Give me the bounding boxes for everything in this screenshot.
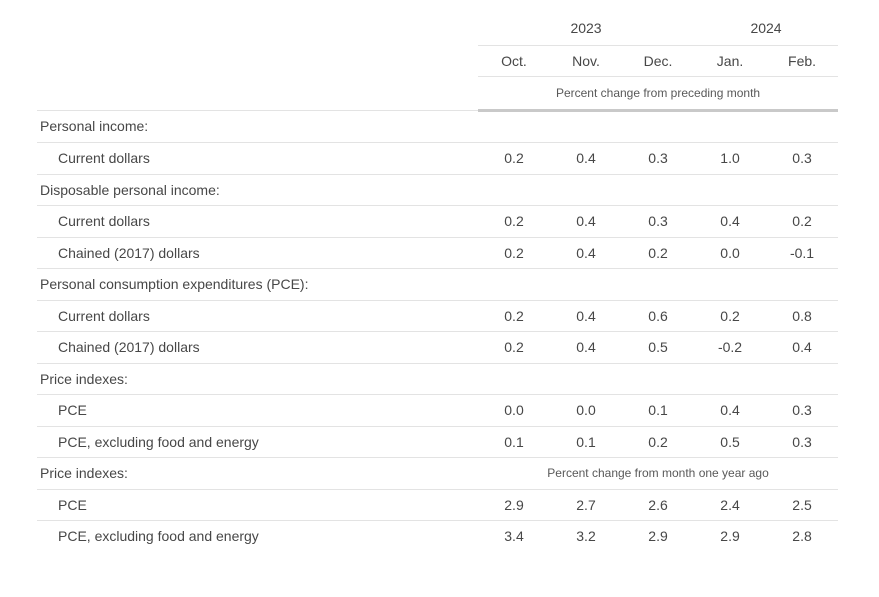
value-cell: 0.0 [694,236,767,269]
value-cell: 2.6 [622,488,695,521]
year-header-2023: 2023 [478,12,695,46]
data-row: Current dollars 0.2 0.4 0.3 1.0 0.3 [37,142,839,174]
value-cell: 0.0 [478,394,550,426]
value-cell: 0.0 [550,394,622,426]
data-row: PCE, excluding food and energy 3.4 3.2 2.9 2… [37,520,839,552]
pce-income-table: 2023 2024 Oct. Nov. Dec. Jan. Feb. Perce… [37,12,839,552]
value-cell: 0.3 [622,142,695,174]
table-header: 2023 2024 Oct. Nov. Dec. Jan. Feb. Perce… [37,12,839,112]
value-cell: 0.3 [766,394,839,426]
value-cell: 0.2 [478,205,550,237]
unit-note-row: Percent change from preceding month [37,76,839,112]
value-cell: 3.2 [550,520,622,552]
section-row: Personal income: [37,109,839,143]
month-header-row: Oct. Nov. Dec. Jan. Feb. [37,45,839,77]
value-cell: 0.4 [550,331,622,363]
section-label: Personal income: [37,109,478,143]
empty-corner-cell [37,12,478,45]
empty-cell [478,362,839,395]
row-label: Current dollars [37,299,478,332]
section-row: Personal consumption expenditures (PCE): [37,268,839,300]
value-cell: 0.1 [550,425,622,458]
data-row: Chained (2017) dollars 0.2 0.4 0.5 -0.2 0.4 [37,331,839,363]
value-cell: 0.2 [478,331,550,363]
month-header-jan: Jan. [694,45,767,77]
value-cell: 0.4 [550,205,622,237]
data-row: PCE, excluding food and energy 0.1 0.1 0.2 0… [37,425,839,458]
value-cell: 0.4 [550,142,622,174]
section-row: Disposable personal income: [37,173,839,206]
section-row: Price indexes: Percent change from month … [37,457,839,489]
value-cell: 0.2 [478,142,550,174]
empty-cell [478,268,839,300]
section-row: Price indexes: [37,362,839,395]
table-body: Personal income: Current dollars 0.2 0.4 0.3… [37,109,839,552]
value-cell: 0.4 [550,299,622,332]
value-cell: 0.5 [694,425,767,458]
value-cell: 3.4 [478,520,550,552]
month-header-dec: Dec. [622,45,695,77]
value-cell: 2.9 [694,520,767,552]
value-cell: 1.0 [694,142,767,174]
section-label: Disposable personal income: [37,173,478,206]
value-cell: 0.1 [478,425,550,458]
section-label: Personal consumption expenditures (PCE): [37,268,478,300]
row-label: Current dollars [37,205,478,237]
value-cell: 2.9 [622,520,695,552]
value-cell: -0.1 [766,236,839,269]
value-cell: 0.2 [622,236,695,269]
value-cell: 0.1 [622,394,695,426]
value-cell: 0.2 [694,299,767,332]
data-row: PCE 0.0 0.0 0.1 0.4 0.3 [37,394,839,426]
value-cell: 0.5 [622,331,695,363]
data-row: PCE 2.9 2.7 2.6 2.4 2.5 [37,488,839,521]
row-label: PCE, excluding food and energy [37,520,478,552]
row-label: Current dollars [37,142,478,174]
value-cell: 0.2 [478,236,550,269]
month-header-feb: Feb. [766,45,839,77]
row-label: PCE [37,394,478,426]
unit-note: Percent change from preceding month [478,76,839,112]
value-cell: 2.9 [478,488,550,521]
value-cell: 0.4 [550,236,622,269]
value-cell: 0.8 [766,299,839,332]
value-cell: 0.4 [694,394,767,426]
value-cell: 2.7 [550,488,622,521]
value-cell: -0.2 [694,331,767,363]
value-cell: 0.4 [766,331,839,363]
row-label: Chained (2017) dollars [37,331,478,363]
data-row: Current dollars 0.2 0.4 0.6 0.2 0.8 [37,299,839,332]
value-cell: 0.2 [766,205,839,237]
data-row: Current dollars 0.2 0.4 0.3 0.4 0.2 [37,205,839,237]
value-cell: 2.5 [766,488,839,521]
empty-cell [478,109,839,143]
section-label: Price indexes: [37,362,478,395]
month-header-nov: Nov. [550,45,622,77]
month-header-oct: Oct. [478,45,550,77]
empty-corner-cell [37,45,478,76]
section-unit-note: Percent change from month one year ago [478,457,839,489]
year-header-2024: 2024 [694,12,839,46]
value-cell: 0.3 [766,142,839,174]
empty-cell [478,173,839,206]
data-row: Chained (2017) dollars 0.2 0.4 0.2 0.0 -0.1 [37,236,839,269]
value-cell: 0.2 [622,425,695,458]
year-header-row: 2023 2024 [37,12,839,46]
value-cell: 2.8 [766,520,839,552]
empty-corner-cell [37,76,478,111]
section-label: Price indexes: [37,457,478,489]
value-cell: 0.4 [694,205,767,237]
row-label: Chained (2017) dollars [37,236,478,269]
row-label: PCE, excluding food and energy [37,425,478,458]
value-cell: 2.4 [694,488,767,521]
value-cell: 0.2 [478,299,550,332]
value-cell: 0.6 [622,299,695,332]
value-cell: 0.3 [622,205,695,237]
value-cell: 0.3 [766,425,839,458]
row-label: PCE [37,488,478,521]
